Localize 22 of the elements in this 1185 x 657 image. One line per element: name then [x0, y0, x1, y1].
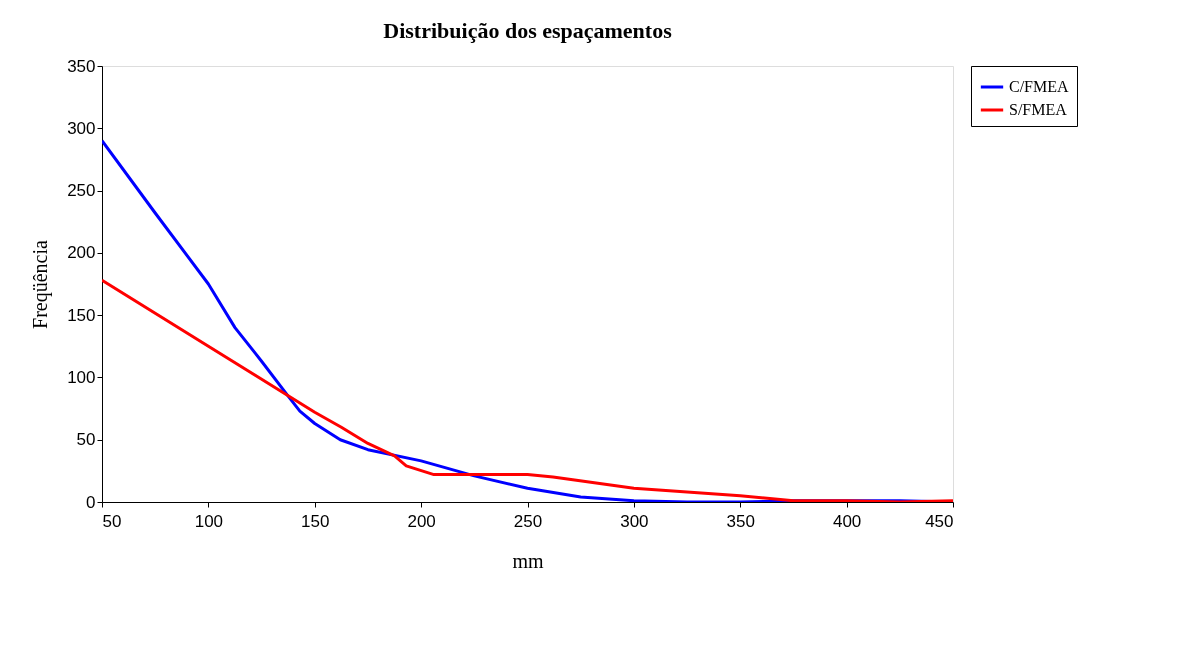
y-tick-label: 300: [67, 118, 96, 138]
x-tick-label: 300: [620, 511, 649, 531]
legend-label: S/FMEA: [1009, 101, 1068, 118]
x-tick-label: 200: [407, 511, 436, 531]
x-tick-label: 400: [832, 511, 862, 531]
x-tick-label: 100: [194, 511, 224, 531]
y-tick-label: 0: [86, 492, 96, 512]
y-tick-label: 150: [67, 305, 96, 325]
x-tick-label: 450: [925, 511, 954, 531]
x-tick-label: 350: [726, 511, 755, 531]
x-tick-label: 50: [102, 511, 122, 531]
legend-label: C/FMEA: [1009, 78, 1070, 95]
x-axis-title: mm: [512, 549, 544, 572]
y-tick-label: 350: [67, 56, 96, 76]
y-tick-label: 250: [67, 181, 96, 201]
x-tick-label: 250: [513, 511, 543, 531]
y-tick-label: 50: [76, 430, 96, 450]
chart-title: Distribuição dos espaçamentos: [383, 18, 673, 43]
x-tick-label: 150: [301, 511, 330, 531]
y-axis-title: Freqüência: [29, 239, 53, 329]
y-tick-label: 200: [67, 243, 96, 263]
y-tick-label: 100: [67, 367, 96, 387]
